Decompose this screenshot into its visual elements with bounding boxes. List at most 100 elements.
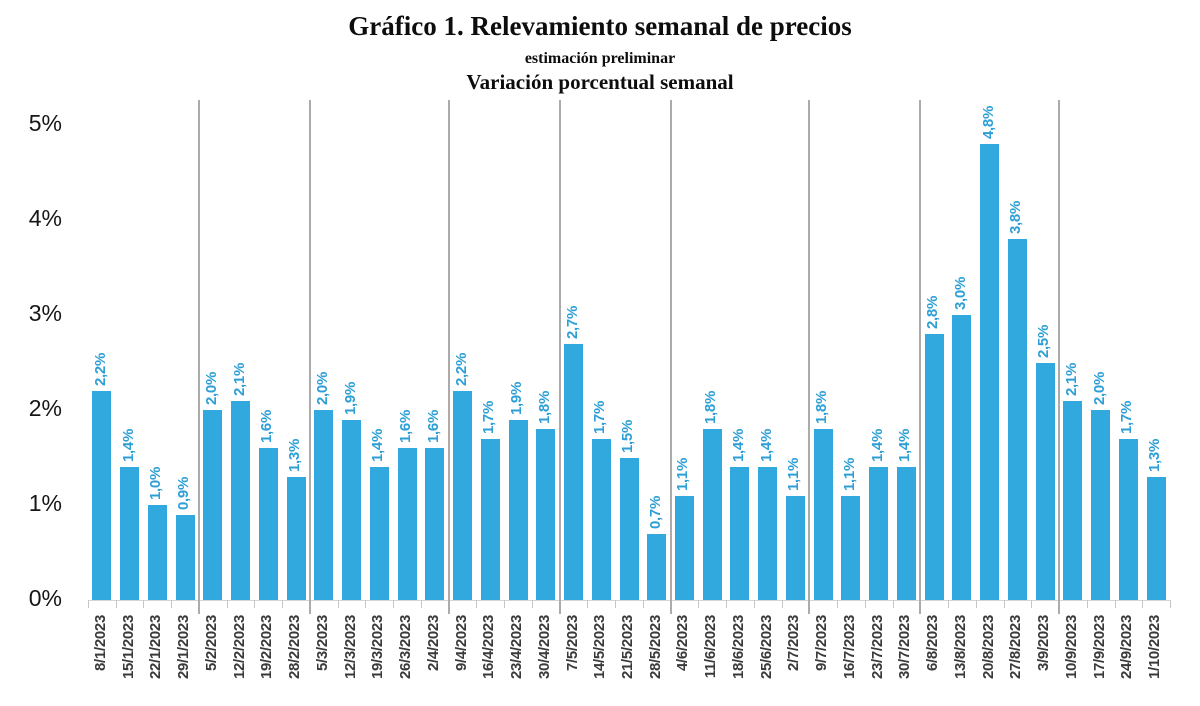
bar: [1063, 400, 1083, 600]
bar: [342, 419, 362, 600]
bar: [314, 410, 334, 600]
axis-tick: [892, 600, 894, 608]
axis-tick: [143, 600, 145, 608]
bar: [702, 429, 722, 600]
axis-tick: [171, 600, 173, 608]
bar: [147, 505, 167, 600]
axis-tick: [282, 600, 284, 608]
bar-value-label: 1,8%: [702, 391, 720, 424]
bar: [1146, 476, 1166, 600]
chart-title: Gráfico 1. Relevamiento semanal de preci…: [348, 11, 852, 41]
chart-header: Gráfico 1. Relevamiento semanal de preci…: [0, 10, 1200, 94]
bar-value-label: 1,9%: [341, 381, 359, 415]
bar: [1007, 239, 1027, 600]
axis-tick: [337, 600, 339, 608]
axis-tick: [1003, 600, 1005, 608]
date-tick-label: 21/5/2023: [619, 615, 636, 680]
bar: [1118, 438, 1138, 600]
bar-value-label: 1,9%: [508, 381, 526, 415]
bar: [896, 467, 916, 600]
bar-value-label: 1,1%: [840, 457, 858, 491]
bar: [674, 495, 694, 600]
date-tick-label: 30/7/2023: [896, 615, 914, 680]
chart-subtitle-preliminary: estimación preliminar: [524, 50, 676, 67]
bar-value-label: 1,1%: [785, 457, 803, 491]
date-tick-label: 16/4/2023: [480, 615, 498, 680]
bar-value-label: 2,1%: [230, 362, 248, 396]
axis-tick: [226, 600, 228, 608]
month-separator-line: [308, 100, 311, 614]
month-separator-line: [558, 100, 561, 614]
axis-tick: [531, 600, 533, 608]
bar-value-label: 0,7%: [646, 495, 664, 529]
bar: [480, 438, 500, 600]
bar-value-label: 1,8%: [813, 391, 831, 424]
bar-value-label: 2,0%: [202, 372, 220, 405]
month-separator-line: [447, 100, 450, 614]
y-tick-label: 3%: [28, 300, 62, 326]
date-tick-label: 7/5/2023: [563, 615, 581, 671]
bar: [453, 391, 473, 600]
date-tick-label: 14/5/2023: [591, 615, 609, 680]
axis-tick: [975, 600, 977, 608]
axis-tick: [115, 600, 117, 608]
bar: [730, 467, 750, 600]
axis-tick: [504, 600, 506, 608]
axis-tick: [864, 600, 866, 608]
axis-tick: [1170, 600, 1171, 608]
date-tick-label: 17/9/2023: [1090, 615, 1108, 680]
y-tick-label: 5%: [28, 110, 62, 136]
date-tick-label: 5/3/2023: [313, 615, 331, 671]
date-tick-label: 22/1/2023: [147, 615, 165, 680]
bar-value-label: 1,4%: [896, 429, 914, 462]
bar-value-label: 1,0%: [147, 467, 165, 500]
axis-tick: [1031, 600, 1033, 608]
axis-tick: [615, 600, 617, 608]
date-tick-label: 29/1/2023: [175, 615, 193, 680]
axis-tick: [698, 600, 700, 608]
axis-tick: [1114, 600, 1116, 608]
bar-value-label: 1,6%: [397, 410, 415, 443]
axis-tick: [726, 600, 728, 608]
bar: [758, 467, 778, 600]
bar-value-label: 4,8%: [979, 106, 997, 139]
date-tick-label: 12/2/2023: [230, 615, 248, 680]
bar-value-label: 2,0%: [313, 372, 331, 405]
date-tick-label: 6/8/2023: [924, 615, 942, 671]
month-separator-line: [808, 100, 811, 614]
bar: [619, 457, 639, 600]
bar-value-label: 0,9%: [175, 476, 193, 510]
bar-value-label: 1,4%: [369, 429, 387, 462]
chart-subtitle-variation: Variación porcentual semanal: [466, 70, 734, 94]
date-tick-label: 8/1/2023: [91, 615, 109, 671]
date-tick-label: 16/7/2023: [840, 615, 858, 680]
y-tick-label: 4%: [28, 205, 62, 231]
bar-value-label: 2,2%: [452, 353, 470, 386]
date-tick-label: 30/4/2023: [535, 615, 553, 680]
bar-value-label: 2,5%: [1035, 324, 1053, 358]
date-tick-label: 9/4/2023: [452, 615, 470, 671]
bar: [952, 315, 972, 600]
bar: [397, 448, 417, 600]
bar-value-label: 1,1%: [674, 457, 692, 491]
month-separator-line: [1058, 100, 1061, 614]
axis-tick: [587, 600, 589, 608]
bar-value-label: 1,5%: [619, 419, 636, 453]
bar: [175, 514, 195, 600]
bar: [591, 438, 611, 600]
date-tick-label: 28/2/2023: [286, 615, 304, 680]
bar: [647, 533, 667, 600]
axis-tick: [476, 600, 478, 608]
bar-value-label: 1,7%: [480, 400, 498, 434]
bar: [841, 495, 861, 600]
date-tick-label: 19/3/2023: [369, 615, 387, 680]
y-tick-label: 2%: [28, 395, 62, 421]
bar: [92, 391, 112, 600]
bar: [1091, 410, 1111, 600]
bar-value-label: 1,8%: [535, 391, 553, 424]
bar-value-label: 1,6%: [258, 410, 276, 443]
date-tick-label: 15/1/2023: [119, 615, 137, 680]
axis-tick: [420, 600, 422, 608]
date-tick-label: 12/3/2023: [341, 615, 359, 680]
